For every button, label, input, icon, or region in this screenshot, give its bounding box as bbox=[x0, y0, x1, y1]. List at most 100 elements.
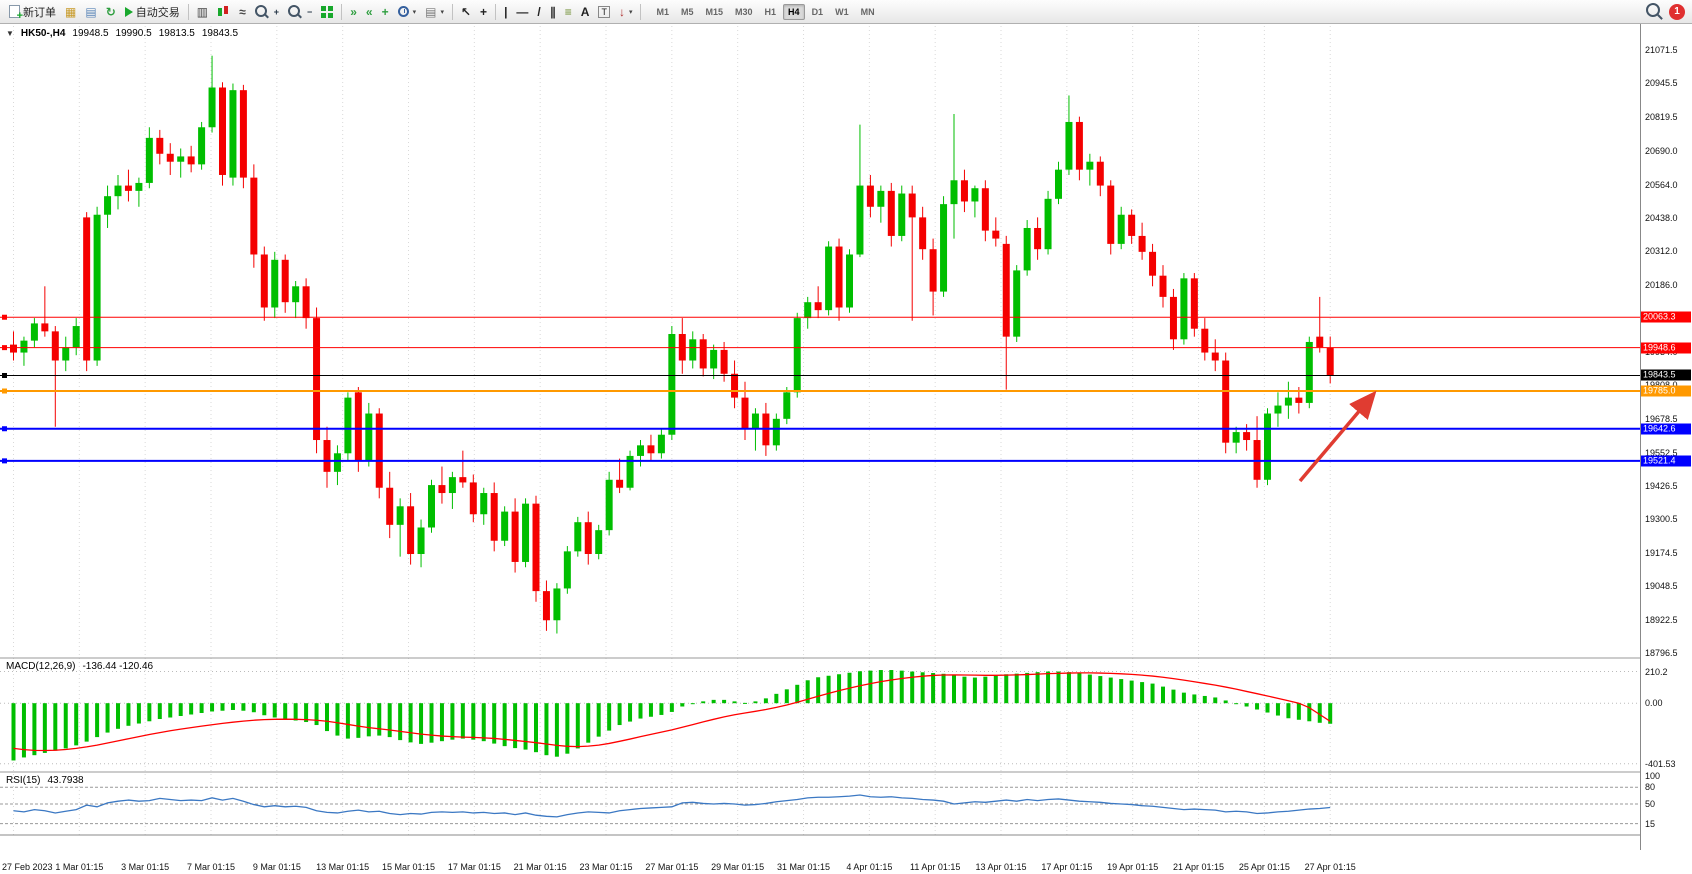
label-button[interactable]: T bbox=[594, 1, 614, 23]
date-axis-label: 17 Mar 01:15 bbox=[447, 862, 501, 872]
new-chart-button[interactable]: ▦ bbox=[61, 1, 80, 23]
new-order-button-label: 新订单 bbox=[23, 6, 56, 19]
price-axis-label: 20438.0 bbox=[1645, 212, 1678, 223]
date-axis-label: 13 Apr 01:15 bbox=[975, 862, 1027, 872]
price-axis-label: 19808.0 bbox=[1645, 380, 1678, 390]
timeframe-w1[interactable]: W1 bbox=[835, 6, 849, 17]
notification-badge[interactable]: 1 bbox=[1669, 3, 1685, 20]
date-axis-label: 21 Mar 01:15 bbox=[513, 862, 567, 872]
text-button[interactable]: A bbox=[577, 1, 594, 23]
price-axis-label: 19174.5 bbox=[1645, 547, 1678, 558]
chart-shift-button[interactable]: « bbox=[362, 1, 377, 23]
date-axis-label: 31 Mar 01:15 bbox=[776, 862, 831, 872]
bar-chart-icon: ▥ bbox=[196, 4, 209, 19]
rsi-name: RSI(15) bbox=[6, 775, 41, 786]
date-axis-label: 27 Apr 01:15 bbox=[1304, 862, 1356, 872]
timeframe-mn[interactable]: MN bbox=[860, 6, 875, 17]
timeframe-m1[interactable]: M1 bbox=[656, 6, 669, 17]
candle-icon bbox=[217, 5, 230, 18]
collapse-icon[interactable]: ▼ bbox=[6, 29, 14, 38]
toolbar-separator bbox=[495, 3, 497, 20]
horizontal-line-icon: — bbox=[516, 4, 529, 19]
timeframe-m15[interactable]: M15 bbox=[705, 6, 724, 17]
price-axis-label: 19552.5 bbox=[1645, 447, 1678, 458]
channel-button[interactable]: ∥ bbox=[546, 1, 560, 23]
autotrade-button[interactable]: 自动交易 bbox=[121, 1, 184, 23]
zoom-sign: + bbox=[273, 6, 279, 17]
profiles-button[interactable]: ▤ bbox=[81, 1, 100, 23]
trendline-button[interactable]: / bbox=[533, 1, 544, 23]
price-axis-label: 19678.5 bbox=[1645, 414, 1678, 425]
toolbar-separator bbox=[341, 3, 343, 20]
refresh-button[interactable]: ↻ bbox=[102, 1, 120, 23]
rsi-axis-label: 50 bbox=[1645, 799, 1656, 809]
channel-icon: ∥ bbox=[549, 4, 556, 19]
timeframe-d1[interactable]: D1 bbox=[811, 6, 824, 17]
macd-layer bbox=[0, 670, 1640, 765]
timeframe-h1[interactable]: H1 bbox=[764, 6, 777, 17]
date-axis-label: 13 Mar 01:15 bbox=[316, 862, 370, 872]
caret-down-icon: ▾ bbox=[440, 8, 444, 16]
tile-windows-button[interactable] bbox=[317, 1, 337, 23]
trendline-icon: / bbox=[537, 4, 541, 19]
price-tag: 19642.6 bbox=[1641, 423, 1691, 435]
date-axis-label: 7 Mar 01:15 bbox=[186, 862, 236, 872]
rsi-axis-label: 80 bbox=[1645, 782, 1656, 793]
price-axis-label: 21071.5 bbox=[1645, 45, 1678, 55]
timeframe-m5[interactable]: M5 bbox=[680, 6, 694, 17]
rsi-axis-label: 15 bbox=[1645, 818, 1656, 829]
date-axis-label: 25 Apr 01:15 bbox=[1238, 862, 1290, 872]
price-axis-label: 20945.5 bbox=[1645, 78, 1678, 89]
vertical-line-button[interactable]: | bbox=[500, 1, 511, 23]
chart-low-value: 19813.5 bbox=[158, 28, 195, 39]
toolbar-separator bbox=[640, 3, 642, 20]
new-order-button[interactable]: 新订单 bbox=[5, 1, 60, 23]
horizontal-line-button[interactable]: — bbox=[512, 1, 532, 23]
bar-chart-button[interactable]: ▥ bbox=[193, 1, 212, 23]
templates-button[interactable]: ▤ ▾ bbox=[421, 1, 448, 23]
date-axis-label: 23 Mar 01:15 bbox=[579, 862, 633, 872]
candlestick-chart-button[interactable] bbox=[213, 1, 234, 23]
timeframe-m30[interactable]: M30 bbox=[735, 6, 753, 17]
cursor-icon: ↖ bbox=[460, 4, 472, 19]
chart-symbol-period: HK50-,H4 bbox=[20, 28, 66, 39]
date-axis-label: 21 Apr 01:15 bbox=[1172, 862, 1225, 872]
profiles-icon: ▤ bbox=[85, 4, 97, 19]
date-axis-label: 4 Apr 01:15 bbox=[846, 862, 893, 872]
vertical-gridlines bbox=[13, 26, 1331, 835]
price-axis-label: 19048.5 bbox=[1645, 581, 1678, 592]
arrows-button[interactable]: ↓ ▾ bbox=[615, 1, 637, 23]
price-tag: 19948.6 bbox=[1641, 342, 1691, 354]
periods-button[interactable]: ▾ bbox=[394, 1, 421, 23]
cursor-button[interactable]: ↖ bbox=[457, 1, 475, 23]
zoom-in-button[interactable]: + bbox=[251, 1, 283, 23]
indicators-button[interactable]: + bbox=[378, 1, 393, 23]
timeframe-h4[interactable]: H4 bbox=[783, 3, 805, 20]
zoom-out-button[interactable]: − bbox=[284, 1, 316, 23]
rsi-value: 43.7938 bbox=[47, 775, 84, 786]
rsi-layer bbox=[0, 786, 1640, 825]
rsi-axis-label: 100 bbox=[1645, 771, 1661, 781]
mag-icon bbox=[287, 4, 300, 17]
price-chart[interactable] bbox=[0, 24, 1640, 836]
search-button[interactable] bbox=[1642, 1, 1668, 23]
refresh-icon: ↻ bbox=[105, 4, 116, 19]
macd-indicator-label: MACD(12,26,9) -136.44 -120.46 bbox=[6, 661, 153, 672]
price-axis[interactable]: 21071.5 20945.5 20819.5 20690.0 20564.0 20438… bbox=[1640, 24, 1692, 850]
line-chart-button[interactable]: ≈ bbox=[235, 1, 250, 23]
fibonacci-button[interactable]: ≡ bbox=[561, 1, 576, 23]
macd-axis-label: 210.2 bbox=[1645, 666, 1668, 677]
auto-scroll-button[interactable]: » bbox=[346, 1, 361, 23]
main-toolbar: 新订单▦▤↻自动交易▥≈+−»«+▾▤▾↖+|—/∥≡AT↓▾M1M5M15M3… bbox=[0, 0, 1692, 24]
date-axis-label: 19 Apr 01:15 bbox=[1107, 862, 1159, 872]
trend-arrow-annotation[interactable] bbox=[1298, 390, 1377, 483]
date-axis-label: 3 Mar 01:15 bbox=[121, 862, 170, 872]
price-axis-label: 20186.0 bbox=[1645, 279, 1678, 290]
zoom-sign: − bbox=[306, 6, 313, 17]
price-axis-label: 18922.5 bbox=[1645, 614, 1678, 625]
date-axis-label: 27 Feb 2023 bbox=[2, 862, 53, 872]
date-axis: 27 Feb 2023 1 Mar 01:15 3 Mar 01:15 7 Mar 0… bbox=[0, 860, 1640, 874]
fibonacci-icon: ≡ bbox=[564, 4, 572, 19]
price-axis-label: 19300.5 bbox=[1645, 514, 1678, 525]
crosshair-button[interactable]: + bbox=[476, 1, 491, 23]
